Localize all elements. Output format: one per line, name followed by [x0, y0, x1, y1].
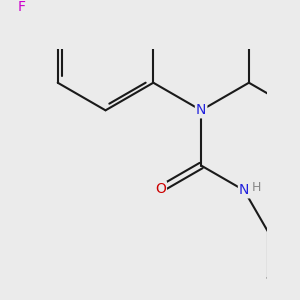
- Text: N: N: [196, 103, 206, 117]
- Text: F: F: [18, 0, 26, 14]
- Text: H: H: [252, 181, 261, 194]
- Text: N: N: [239, 183, 249, 197]
- Text: O: O: [155, 182, 166, 196]
